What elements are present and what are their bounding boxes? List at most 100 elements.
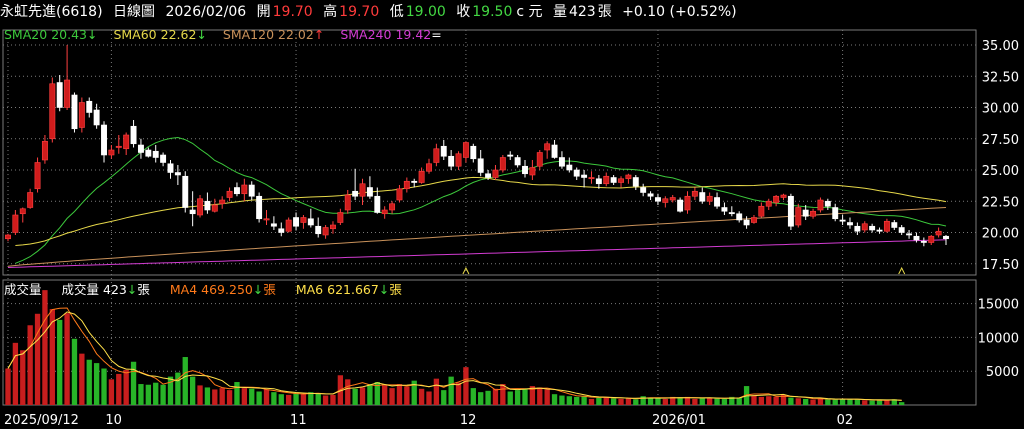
candle-body bbox=[189, 209, 196, 215]
candle-body bbox=[234, 187, 240, 195]
price-tick-label: 22.50 bbox=[982, 195, 1019, 210]
volume-bar bbox=[167, 376, 174, 405]
volume-bar bbox=[862, 400, 868, 405]
sma60-arrow: ↓ bbox=[196, 27, 206, 42]
candle-body bbox=[839, 219, 846, 222]
volume-bar bbox=[655, 398, 661, 405]
price-tick-label: 35.00 bbox=[982, 39, 1019, 54]
volume-bar bbox=[367, 384, 373, 405]
volume-bar bbox=[108, 379, 115, 405]
volume-bar bbox=[153, 382, 159, 405]
volume-bar bbox=[116, 373, 122, 405]
volume-bar bbox=[219, 388, 225, 405]
candle-body bbox=[93, 109, 100, 126]
ma4-unit: 張 bbox=[263, 282, 276, 297]
candle-body bbox=[551, 144, 558, 158]
volume-bar bbox=[5, 368, 11, 405]
candle-body bbox=[499, 157, 506, 171]
volume-bar bbox=[492, 388, 499, 405]
volume-bar bbox=[234, 382, 240, 405]
price-tick-label: 20.00 bbox=[982, 227, 1019, 242]
ma4-line bbox=[7, 307, 902, 401]
volume-bar bbox=[544, 389, 550, 405]
candle-body bbox=[433, 148, 440, 163]
candle-body bbox=[558, 157, 565, 167]
candle-body bbox=[795, 207, 802, 226]
volume-bar bbox=[839, 398, 846, 405]
low-label: 低 bbox=[389, 4, 404, 20]
volume-bar bbox=[825, 399, 831, 405]
sma240-value: 19.42 bbox=[395, 27, 431, 42]
volume-bar bbox=[249, 388, 255, 405]
volume-bar bbox=[278, 394, 284, 405]
candle-body bbox=[536, 152, 543, 167]
candle-body bbox=[943, 235, 949, 240]
candle-body bbox=[352, 190, 359, 197]
volume-bar bbox=[27, 325, 33, 405]
candle-body bbox=[529, 167, 536, 176]
volume-bar bbox=[677, 397, 683, 405]
sma120-value: 22.02 bbox=[278, 27, 314, 42]
date-tick-label: 12 bbox=[460, 413, 477, 428]
quote-header: 永虹先進(6618) 日線圖 2026/02/06 開 19.70 高 19.70 … bbox=[0, 0, 1024, 24]
vol-label: 成交量 bbox=[62, 282, 100, 297]
candle-body bbox=[5, 234, 11, 240]
candle-body bbox=[920, 240, 927, 243]
volume-bar bbox=[352, 388, 358, 405]
candle-body bbox=[462, 142, 469, 158]
volume-bar bbox=[751, 395, 757, 405]
chart-grid bbox=[2, 29, 977, 406]
volume-bar bbox=[780, 394, 787, 405]
candle-body bbox=[669, 197, 676, 201]
volume-bar bbox=[729, 396, 735, 405]
candle-body bbox=[684, 195, 691, 211]
date-tick-label: 10 bbox=[105, 413, 122, 428]
candle-body bbox=[832, 207, 839, 220]
candle-body bbox=[241, 184, 248, 195]
volume-bar bbox=[374, 382, 380, 405]
candle-body bbox=[322, 227, 329, 236]
candle-body bbox=[677, 199, 684, 212]
candle-body bbox=[485, 173, 492, 178]
candle-body bbox=[123, 134, 130, 150]
sma120-arrow: ↑ bbox=[314, 27, 324, 42]
candle-body bbox=[455, 153, 462, 167]
candle-body bbox=[810, 210, 817, 217]
volume-bar bbox=[300, 394, 307, 405]
candle-body bbox=[263, 218, 270, 221]
volume-bar bbox=[507, 391, 513, 405]
candle-body bbox=[847, 222, 853, 226]
volume-bar bbox=[411, 380, 417, 405]
volume-bar bbox=[101, 368, 107, 405]
candle-body bbox=[152, 150, 159, 158]
close-unit: c 元 bbox=[516, 4, 543, 20]
ma6-arrow: ↓ bbox=[379, 282, 389, 297]
candle-body bbox=[396, 188, 403, 201]
volume-bar bbox=[758, 396, 765, 405]
price-tick-label: 25.00 bbox=[982, 164, 1019, 179]
candle-body bbox=[56, 82, 63, 108]
sma60-line bbox=[15, 176, 947, 246]
volume-bar bbox=[160, 384, 166, 405]
volume-unit: 張 bbox=[597, 4, 612, 20]
sma20-label: SMA20 bbox=[4, 27, 47, 42]
volume-bar bbox=[588, 398, 595, 405]
candle-body bbox=[566, 164, 573, 171]
candle-body bbox=[817, 199, 824, 211]
sma240-line bbox=[7, 239, 947, 268]
volume-bar bbox=[470, 388, 476, 405]
volume-bar bbox=[396, 384, 403, 405]
candle-body bbox=[824, 200, 831, 207]
volume-bar bbox=[49, 309, 55, 405]
volume-bar bbox=[847, 399, 853, 405]
candle-body bbox=[883, 220, 890, 232]
candle-body bbox=[913, 235, 920, 241]
candle-body bbox=[130, 125, 137, 145]
volume-bar bbox=[433, 378, 440, 405]
candle-body bbox=[662, 198, 669, 203]
candle-body bbox=[440, 145, 447, 157]
volume-bar bbox=[795, 398, 801, 405]
quote-date: 2026/02/06 bbox=[165, 4, 247, 20]
volume-bar bbox=[647, 397, 654, 405]
volume-bar bbox=[448, 376, 454, 405]
